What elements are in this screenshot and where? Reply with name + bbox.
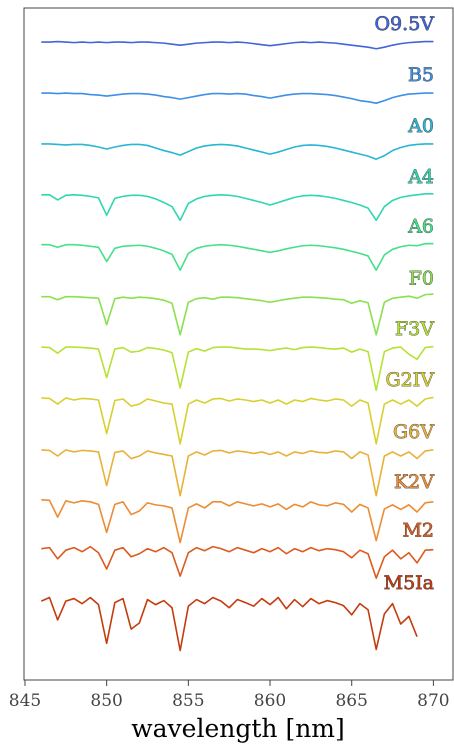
series-label: G2IV (386, 369, 435, 391)
series-label: A6 (407, 216, 434, 238)
x-tick-label: 845 (9, 691, 41, 711)
x-tick-label: 850 (90, 691, 122, 711)
series-label: A0 (407, 115, 434, 137)
spectrum-line (41, 449, 434, 497)
spectrum-line (41, 596, 418, 652)
series-label: F3V (395, 318, 434, 340)
spectrum-line (41, 545, 434, 579)
spectrum-line (41, 498, 434, 544)
spectrum-line (41, 293, 434, 336)
series-label: M2 (402, 520, 434, 542)
spectrum-line (41, 40, 434, 50)
x-tick-label: 865 (335, 691, 367, 711)
series-label: B5 (408, 64, 434, 86)
spectrum-line (41, 143, 434, 160)
series-label: O9.5V (374, 13, 434, 35)
series-label: A4 (407, 166, 434, 188)
series-label: F0 (409, 268, 434, 290)
spectrum-line (41, 345, 434, 392)
x-tick-label: 870 (417, 691, 449, 711)
spectrum-line (41, 396, 434, 445)
plot-frame (23, 7, 454, 681)
x-tick-label: 860 (254, 691, 286, 711)
x-axis-title: wavelength [nm] (131, 714, 345, 743)
series-label: M5Ia (384, 572, 434, 594)
spectrum-line (41, 193, 434, 222)
x-tick-label: 855 (172, 691, 204, 711)
spectrum-line (41, 92, 434, 104)
spectrum-line (41, 242, 434, 271)
series-label: G6V (393, 421, 434, 443)
series-label: K2V (394, 471, 434, 493)
